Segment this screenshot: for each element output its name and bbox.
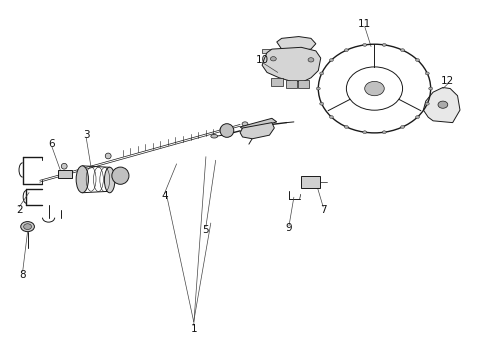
Ellipse shape: [365, 81, 384, 96]
Polygon shape: [423, 87, 460, 123]
Text: 3: 3: [83, 130, 90, 140]
Text: 2: 2: [16, 206, 23, 216]
Ellipse shape: [363, 44, 367, 46]
Ellipse shape: [220, 127, 226, 131]
Text: 1: 1: [191, 324, 197, 334]
FancyBboxPatch shape: [301, 176, 320, 188]
Text: 8: 8: [20, 270, 26, 280]
FancyBboxPatch shape: [286, 80, 297, 88]
Ellipse shape: [211, 134, 218, 138]
Ellipse shape: [24, 224, 31, 229]
Text: 6: 6: [49, 139, 55, 149]
Ellipse shape: [61, 163, 67, 169]
Ellipse shape: [21, 222, 34, 231]
Ellipse shape: [416, 59, 419, 62]
Ellipse shape: [220, 124, 234, 137]
Ellipse shape: [105, 153, 111, 159]
Ellipse shape: [401, 126, 405, 129]
Ellipse shape: [112, 167, 129, 184]
Polygon shape: [277, 37, 316, 51]
Polygon shape: [262, 49, 272, 53]
Ellipse shape: [308, 58, 314, 62]
Text: 11: 11: [358, 19, 371, 29]
Ellipse shape: [317, 87, 320, 90]
Ellipse shape: [320, 102, 323, 105]
Ellipse shape: [242, 122, 248, 126]
FancyBboxPatch shape: [271, 78, 283, 86]
Ellipse shape: [104, 167, 115, 193]
Ellipse shape: [429, 87, 433, 90]
Polygon shape: [240, 123, 274, 139]
Ellipse shape: [363, 131, 367, 134]
Ellipse shape: [438, 101, 448, 108]
Ellipse shape: [76, 166, 89, 193]
FancyBboxPatch shape: [298, 80, 310, 88]
Ellipse shape: [329, 59, 333, 62]
Text: 12: 12: [441, 76, 454, 86]
Text: 7: 7: [320, 206, 326, 216]
Ellipse shape: [344, 126, 348, 129]
Ellipse shape: [344, 49, 348, 51]
Text: 5: 5: [202, 225, 209, 235]
Ellipse shape: [329, 116, 333, 118]
Ellipse shape: [425, 72, 429, 75]
Text: 4: 4: [161, 191, 168, 201]
Text: 9: 9: [286, 224, 293, 233]
Text: 10: 10: [256, 55, 269, 65]
Polygon shape: [262, 47, 321, 81]
Ellipse shape: [320, 72, 323, 75]
Ellipse shape: [382, 44, 386, 46]
Ellipse shape: [270, 57, 276, 61]
Polygon shape: [240, 118, 277, 131]
FancyBboxPatch shape: [58, 170, 72, 178]
Ellipse shape: [416, 116, 419, 118]
Ellipse shape: [382, 131, 386, 134]
Ellipse shape: [401, 49, 405, 51]
Ellipse shape: [425, 102, 429, 105]
